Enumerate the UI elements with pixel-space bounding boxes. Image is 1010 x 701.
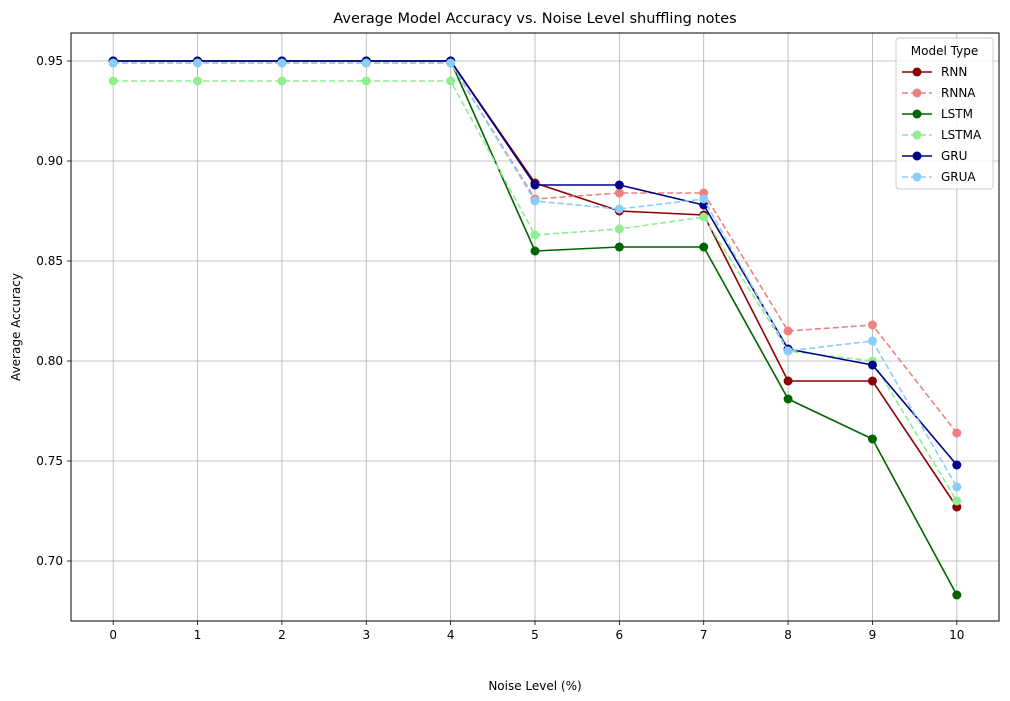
data-point-rnna — [867, 320, 877, 330]
data-point-gru — [952, 460, 962, 470]
data-point-lstma — [952, 496, 962, 506]
x-tick-label: 10 — [949, 628, 964, 642]
y-tick-label: 0.90 — [36, 154, 63, 168]
legend-label: RNN — [941, 65, 967, 79]
data-point-grua — [699, 194, 709, 204]
data-point-lstm — [530, 246, 540, 256]
series-grua — [108, 58, 962, 492]
legend-swatch-marker — [912, 109, 922, 119]
data-point-grua — [952, 482, 962, 492]
data-point-lstm — [867, 434, 877, 444]
plot-frame — [70, 32, 1000, 622]
x-tick-label: 3 — [362, 628, 370, 642]
legend-entry-lstma: LSTMA — [902, 128, 982, 142]
data-point-gru — [530, 180, 540, 190]
data-point-lstma — [530, 230, 540, 240]
data-point-rnn — [867, 376, 877, 386]
legend-swatch-marker — [912, 130, 922, 140]
legend-entry-gru: GRU — [902, 149, 967, 163]
legend-label: RNNA — [941, 86, 976, 100]
data-point-grua — [446, 58, 456, 68]
legend: Model Type RNN RNNA LSTM LSTMA GRU GRUA — [895, 37, 994, 190]
y-tick-label: 0.80 — [36, 354, 63, 368]
legend-entries: RNN RNNA LSTM LSTMA GRU GRUA — [902, 65, 982, 184]
legend-label: LSTM — [941, 107, 973, 121]
data-point-lstma — [699, 212, 709, 222]
legend-entry-grua: GRUA — [902, 170, 976, 184]
y-tick-label: 0.85 — [36, 254, 63, 268]
y-tick-label: 0.95 — [36, 54, 63, 68]
data-point-rnna — [952, 428, 962, 438]
data-point-lstm — [952, 590, 962, 600]
data-point-lstm — [614, 242, 624, 252]
legend-swatch-marker — [912, 67, 922, 77]
data-point-grua — [530, 196, 540, 206]
legend-label: GRU — [941, 149, 967, 163]
legend-swatch-marker — [912, 151, 922, 161]
x-axis-label: Noise Level (%) — [488, 679, 581, 693]
legend-label: GRUA — [941, 170, 976, 184]
x-tick-label: 4 — [447, 628, 455, 642]
data-point-rnna — [783, 326, 793, 336]
data-point-lstma — [361, 76, 371, 86]
data-point-lstma — [446, 76, 456, 86]
data-point-grua — [108, 58, 118, 68]
data-point-rnn — [783, 376, 793, 386]
x-tick-label: 6 — [616, 628, 624, 642]
data-point-lstma — [614, 224, 624, 234]
x-tick-label: 8 — [784, 628, 792, 642]
x-tick-label: 7 — [700, 628, 708, 642]
data-point-gru — [614, 180, 624, 190]
x-tick-label: 9 — [869, 628, 877, 642]
data-point-grua — [867, 336, 877, 346]
legend-swatch-marker — [912, 172, 922, 182]
y-axis-label: Average Accuracy — [9, 273, 23, 381]
data-point-grua — [361, 58, 371, 68]
data-point-lstm — [699, 242, 709, 252]
data-point-grua — [614, 204, 624, 214]
x-tick-label: 5 — [531, 628, 539, 642]
data-point-grua — [783, 346, 793, 356]
data-point-lstm — [783, 394, 793, 404]
x-tick-label: 0 — [109, 628, 117, 642]
data-point-lstma — [193, 76, 203, 86]
legend-label: LSTMA — [941, 128, 982, 142]
legend-entry-lstm: LSTM — [902, 107, 973, 121]
data-point-grua — [277, 58, 287, 68]
data-point-grua — [193, 58, 203, 68]
y-tick-label: 0.75 — [36, 454, 63, 468]
legend-title: Model Type — [911, 44, 978, 58]
grid — [71, 33, 999, 621]
data-point-lstma — [277, 76, 287, 86]
x-tick-label: 2 — [278, 628, 286, 642]
data-point-lstma — [108, 76, 118, 86]
data-point-rnna — [614, 188, 624, 198]
chart-title: Average Model Accuracy vs. Noise Level s… — [333, 11, 736, 27]
legend-box — [895, 37, 994, 190]
legend-entry-rnn: RNN — [902, 65, 967, 79]
legend-swatch-marker — [912, 88, 922, 98]
legend-entry-rnna: RNNA — [902, 86, 976, 100]
x-tick-label: 1 — [194, 628, 202, 642]
ticks: 0 1 2 3 4 5 6 7 8 9 10 0.70 0.75 0.80 0.85 0.90 0.95 — [36, 54, 964, 642]
y-tick-label: 0.70 — [36, 554, 63, 568]
series-layer — [108, 56, 962, 600]
data-point-gru — [867, 360, 877, 370]
